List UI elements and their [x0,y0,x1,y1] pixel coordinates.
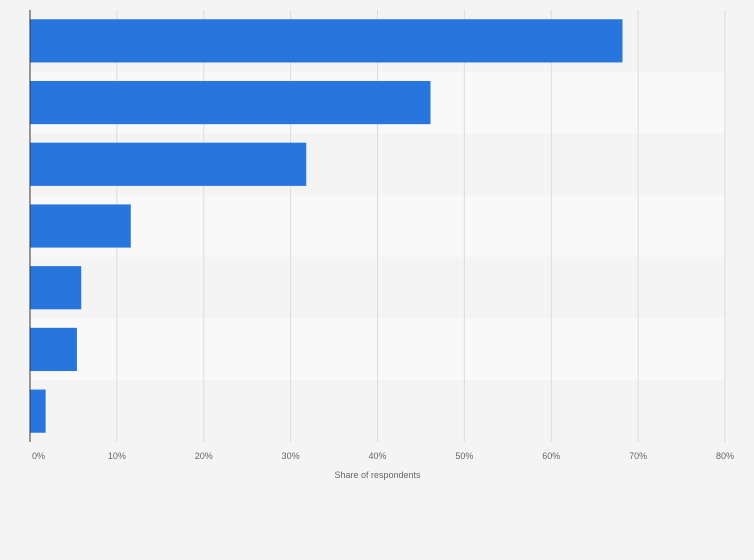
x-axis-title: Share of respondents [334,470,421,480]
x-tick-label: 40% [368,451,386,461]
bar[interactable] [30,80,431,125]
x-tick-label: 70% [629,451,647,461]
bar[interactable] [30,389,46,433]
x-tick-label: 30% [282,451,300,461]
bar[interactable] [30,266,82,310]
x-tick-label: 50% [455,451,473,461]
bar[interactable] [30,142,307,186]
x-tick-label: 60% [542,451,560,461]
bars [30,19,623,433]
x-tick-label: 80% [716,451,734,461]
x-tick-labels: 0% 10% 20% 30% 40% 50% 60% 70% 80% [32,451,734,461]
bar[interactable] [30,204,131,248]
bar[interactable] [30,327,77,372]
x-tick-label: 10% [108,451,126,461]
x-tick-label: 0% [32,451,45,461]
x-tick-label: 20% [195,451,213,461]
bar[interactable] [30,19,623,63]
